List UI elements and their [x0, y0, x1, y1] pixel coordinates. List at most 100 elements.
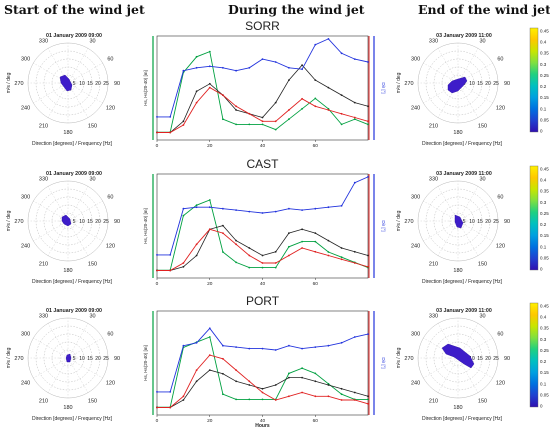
start-polar-1-angle-label: 30	[89, 39, 95, 45]
end-polar-2-angle-label: 180	[453, 268, 462, 274]
start-polar-2-angle-label: 300	[21, 195, 30, 201]
panel-sorr-point-hs	[182, 120, 185, 123]
panel-sorr-point-hsjet	[261, 120, 264, 123]
panel-cast-point-wind	[327, 251, 330, 253]
panel-cast-point-dir	[327, 206, 330, 209]
end-polar-1-xlabel: Direction [degrees] / Frequency [Hz]	[422, 141, 503, 147]
panel-cast-series-wind	[157, 199, 369, 271]
panel-sorr-xtick-label: 40	[260, 143, 266, 149]
panel-sorr-point-hsjet	[156, 131, 158, 134]
panel-cast-point-wind	[248, 266, 251, 269]
end-polar-3-angle-label: 240	[411, 381, 420, 387]
panel-port-point-hsjet	[353, 399, 356, 401]
start-polar-3-angle-label: 120	[106, 381, 115, 387]
end-spectrum-blob-3	[441, 343, 475, 369]
start-polar-2-angle-label: 30	[89, 177, 95, 183]
start-polar-2-spoke	[47, 220, 69, 256]
end-polar-1-ylabel: m²s / deg	[396, 72, 402, 93]
start-polar-1-angle-label: 210	[39, 123, 48, 129]
panel-port-point-hs	[288, 376, 290, 379]
panel-sorr-point-hsjet	[208, 86, 211, 89]
end-polar-3-angle-label: 120	[496, 381, 505, 387]
end-spectrum-blob-2	[454, 214, 464, 229]
colorbar-tick-label: 0.15	[540, 233, 549, 238]
end-polar-1-spoke	[423, 62, 459, 84]
end-polar-2-ring	[425, 188, 491, 254]
panel-cast-point-wind	[235, 261, 238, 264]
panel-cast-point-hs	[327, 239, 330, 242]
end-polar-2-radial-label: 20	[485, 219, 491, 225]
panel-cast-xtick-label: 60	[313, 281, 319, 287]
panel-sorr-point-dir	[156, 116, 158, 118]
panel-cast-point-hsjet	[367, 265, 369, 268]
panel-sorr-point-dir	[261, 58, 264, 60]
header-end: End of the wind jet	[418, 2, 550, 17]
panel-sorr-point-dir	[195, 66, 198, 69]
end-polar-2-xlabel: Direction [degrees] / Frequency [Hz]	[422, 279, 503, 285]
panel-cast-point-dir	[208, 206, 211, 209]
colorbar-tick-label: 0.25	[540, 211, 549, 216]
header-during: During the wind jet	[228, 2, 365, 17]
start-spectrum-blob-3	[65, 353, 72, 363]
start-polar-1-spoke	[33, 82, 69, 104]
panel-sorr-point-dir	[353, 58, 356, 60]
panel-sorr-point-dir	[222, 66, 224, 69]
panel-port-point-hs	[340, 387, 343, 390]
start-polar-1-spoke	[67, 48, 89, 84]
panel-sorr-point-dir	[208, 65, 211, 68]
start-polar-2-angle-label: 270	[14, 219, 23, 225]
hours-axis-label: Hours	[255, 423, 270, 427]
panel-port-point-hs	[274, 384, 277, 386]
panel-cast-point-hsjet	[274, 262, 277, 264]
colorbar-tick-label: 0.3	[540, 200, 547, 205]
panel-port-point-dir	[353, 336, 356, 338]
panel-sorr-point-hsjet	[367, 120, 369, 123]
panel-cast-point-hs	[182, 265, 185, 268]
start-polar-3-ylabel: m²s / deg	[6, 347, 12, 368]
start-polar-3-angle-label: 330	[39, 314, 48, 320]
panel-sorr-point-hsjet	[353, 116, 356, 119]
end-polar-1-angle-label: 90	[504, 81, 510, 87]
colorbar-tick-label: 0.15	[540, 370, 549, 375]
start-polar-2-spoke	[47, 186, 69, 222]
start-polar-1-angle-label: 300	[21, 57, 30, 63]
start-polar-2-xlabel: Direction [degrees] / Frequency [Hz]	[32, 279, 113, 285]
panel-port-point-wind	[288, 372, 290, 375]
panel-sorr-right-axis-label: Dir [°]	[381, 82, 386, 93]
colorbar-tick-label: 0.45	[540, 29, 549, 34]
panel-sorr-point-dir	[235, 69, 238, 72]
panel-port-point-dir	[195, 341, 198, 344]
start-polar-2-angle-label: 60	[107, 195, 113, 201]
panel-cast-point-hs	[301, 228, 303, 231]
panel-cast-point-wind	[301, 240, 303, 243]
panel-cast-xtick-label: 0	[156, 281, 159, 287]
panel-cast-point-wind	[208, 199, 211, 201]
panel-sorr-point-wind	[208, 50, 211, 53]
start-polar-1-ring	[35, 50, 101, 116]
colorbar-tick-label: 0.05	[540, 392, 549, 397]
end-polar-1-radial-label: 25	[493, 81, 499, 87]
colorbar-tick-label: 0.3	[540, 62, 547, 67]
end-polar-2-spoke	[423, 220, 459, 242]
end-polar-1-angle-label: 150	[478, 123, 487, 129]
start-polar-1-radial-label: 10	[79, 81, 85, 87]
panel-sorr-point-hsjet	[288, 109, 290, 111]
panel-port-point-wind	[235, 398, 238, 401]
end-polar-2-angle-label: 90	[504, 219, 510, 225]
panel-port-point-hs	[301, 376, 303, 379]
panel-sorr-point-wind	[274, 128, 277, 131]
panel-sorr-point-wind	[353, 118, 356, 121]
end-polar-1-angle-label: 330	[429, 39, 438, 45]
panel-sorr-xtick-label: 0	[156, 143, 159, 149]
panel-port-point-wind	[208, 336, 211, 338]
panel-cast-right-axis-label: Dir [°]	[381, 220, 386, 231]
panel-port-point-hs	[261, 387, 264, 390]
panel-cast-point-hs	[222, 224, 224, 227]
header-start: Start of the wind jet	[4, 2, 145, 17]
panel-port-point-hsjet	[327, 395, 330, 398]
panel-cast-series-hsjet	[157, 228, 369, 271]
end-polar-3-angle-label: 150	[478, 398, 487, 404]
end-polar-1-angle-label: 180	[453, 130, 462, 136]
panel-port-point-wind	[367, 398, 369, 401]
panel-port-point-hsjet	[367, 402, 369, 405]
